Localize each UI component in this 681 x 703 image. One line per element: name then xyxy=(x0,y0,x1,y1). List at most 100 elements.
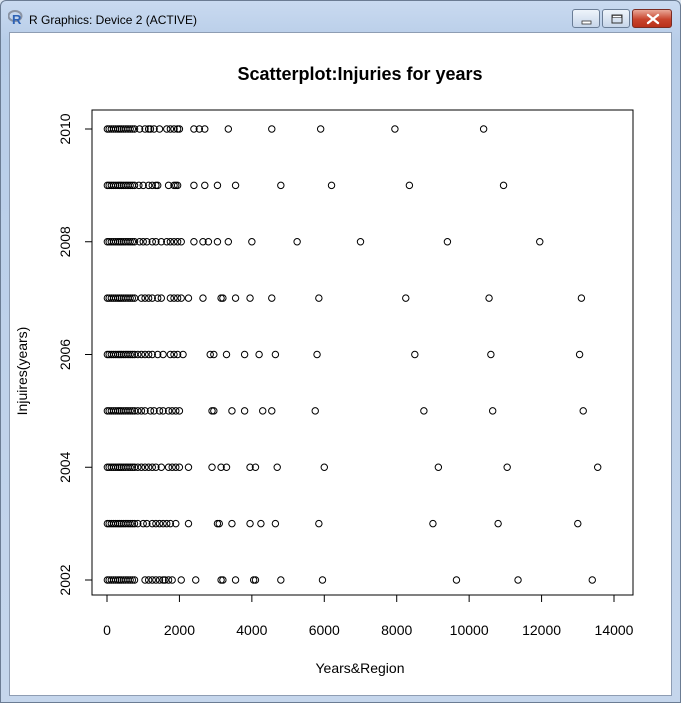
data-point xyxy=(157,294,166,302)
data-point xyxy=(488,407,497,415)
data-point xyxy=(154,181,162,190)
data-point xyxy=(137,294,146,302)
y-tick-label: 2006 xyxy=(57,339,73,370)
data-point xyxy=(443,238,452,246)
data-point xyxy=(246,294,254,302)
data-point xyxy=(128,519,137,528)
data-point xyxy=(164,407,173,415)
data-point xyxy=(405,181,414,190)
minimize-button[interactable] xyxy=(572,9,600,28)
data-point xyxy=(135,238,144,246)
data-point xyxy=(130,238,139,246)
data-point xyxy=(128,125,137,133)
data-point xyxy=(172,407,180,415)
data-point xyxy=(163,519,171,528)
data-point xyxy=(190,181,198,190)
data-point xyxy=(137,350,146,359)
data-point xyxy=(268,294,276,302)
x-tick-label: 2000 xyxy=(164,622,195,638)
data-point xyxy=(155,576,164,584)
data-point xyxy=(128,407,137,415)
data-point xyxy=(311,407,319,415)
data-point xyxy=(128,350,137,359)
data-point xyxy=(293,238,301,246)
data-point xyxy=(172,519,180,528)
data-point xyxy=(318,576,327,584)
data-point xyxy=(111,463,120,471)
data-point xyxy=(148,294,156,302)
data-point xyxy=(155,519,164,528)
x-tick-label: 14000 xyxy=(595,622,634,638)
data-point xyxy=(166,350,175,359)
data-point xyxy=(126,519,134,528)
data-point xyxy=(320,463,328,471)
data-point xyxy=(141,463,149,471)
data-point xyxy=(141,125,149,133)
data-point xyxy=(177,294,185,302)
data-point xyxy=(210,350,218,359)
data-point xyxy=(168,463,176,471)
data-point xyxy=(231,181,240,190)
y-tick-label: 2010 xyxy=(57,113,73,144)
data-point xyxy=(154,294,162,302)
data-point xyxy=(259,407,267,415)
data-point xyxy=(128,463,137,471)
data-point xyxy=(231,294,240,302)
data-point xyxy=(137,407,146,415)
data-point xyxy=(277,181,285,190)
scatter-plot: Scatterplot:Injuries for years 0 2000 4000… xyxy=(14,64,634,676)
data-point xyxy=(148,463,156,471)
data-point xyxy=(273,463,281,471)
data-point xyxy=(111,576,120,584)
data-point xyxy=(150,407,158,415)
data-point xyxy=(452,576,461,584)
data-point xyxy=(184,294,193,302)
data-point xyxy=(494,519,502,528)
data-points xyxy=(103,125,602,584)
data-point xyxy=(224,238,233,246)
data-point xyxy=(577,294,586,302)
minimize-icon xyxy=(581,20,592,25)
data-point xyxy=(199,238,207,246)
data-point xyxy=(144,463,153,471)
data-point xyxy=(152,519,160,528)
data-point xyxy=(155,407,164,415)
data-point xyxy=(148,181,156,190)
data-point xyxy=(111,238,120,246)
chart-title: Scatterplot:Injuries for years xyxy=(237,64,482,84)
data-point xyxy=(152,463,160,471)
data-point xyxy=(219,294,227,302)
data-point xyxy=(170,294,178,302)
data-point xyxy=(141,576,149,584)
data-point xyxy=(148,519,156,528)
data-point xyxy=(210,407,218,415)
data-point xyxy=(190,238,198,246)
data-point xyxy=(168,407,176,415)
data-point xyxy=(228,407,236,415)
data-point xyxy=(166,294,175,302)
close-button[interactable] xyxy=(632,9,672,28)
data-point xyxy=(499,181,508,190)
data-point xyxy=(201,181,209,190)
data-point xyxy=(255,350,263,359)
data-point xyxy=(268,407,276,415)
data-point xyxy=(139,519,147,528)
x-tick-label: 12000 xyxy=(522,622,561,638)
data-point xyxy=(315,519,323,528)
data-point xyxy=(240,350,249,359)
data-point xyxy=(208,463,216,471)
data-point xyxy=(126,181,134,190)
data-point xyxy=(148,576,156,584)
data-point xyxy=(166,238,175,246)
data-point xyxy=(391,125,399,133)
data-point xyxy=(126,463,134,471)
data-point xyxy=(144,350,153,359)
title-bar[interactable]: R R Graphics: Device 2 (ACTIVE) xyxy=(1,1,680,31)
data-point xyxy=(228,519,236,528)
data-point xyxy=(148,238,156,246)
data-point xyxy=(157,238,166,246)
data-point xyxy=(248,238,256,246)
data-point xyxy=(126,350,134,359)
maximize-button[interactable] xyxy=(602,9,630,28)
data-point xyxy=(213,181,222,190)
